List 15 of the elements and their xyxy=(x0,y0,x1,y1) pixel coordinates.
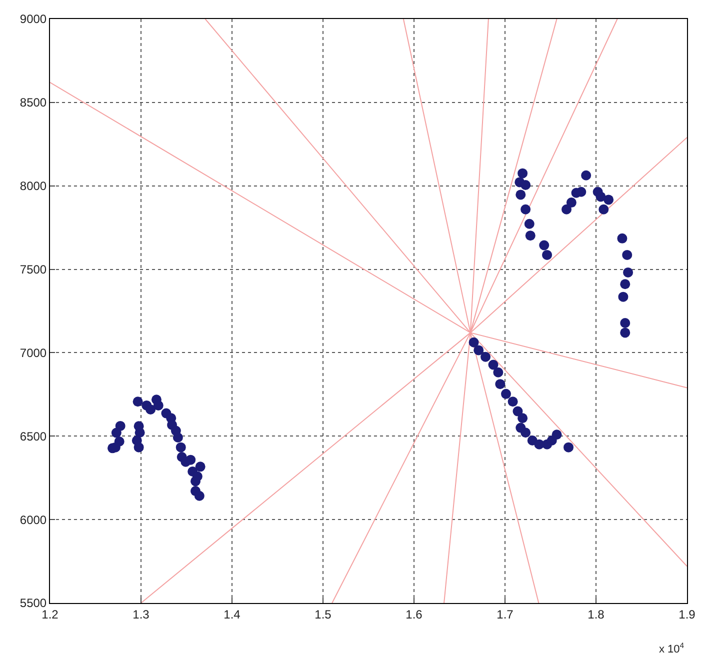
y-tick-label: 8000 xyxy=(20,179,47,194)
x-tick-label: 1.4 xyxy=(224,607,241,622)
x-tick-label: 1.7 xyxy=(496,607,514,622)
x-tick-label: 1.5 xyxy=(314,607,332,622)
y-tick-label: 7500 xyxy=(20,262,47,276)
y-tick-label: 9000 xyxy=(20,12,47,26)
text: x 10$^{4}$ xyxy=(659,641,685,656)
x-tick-label: 1.9 xyxy=(678,607,696,622)
y-tick-label: 8500 xyxy=(20,96,47,110)
y-tick-label: 6500 xyxy=(20,429,47,444)
y-tick-label: 7000 xyxy=(20,346,47,360)
x-tick-label: 1.8 xyxy=(588,607,605,622)
x-tick-label: 1.6 xyxy=(406,607,423,622)
x-tick-label: 1.3 xyxy=(132,607,150,622)
y-tick-label: 6000 xyxy=(20,512,47,527)
